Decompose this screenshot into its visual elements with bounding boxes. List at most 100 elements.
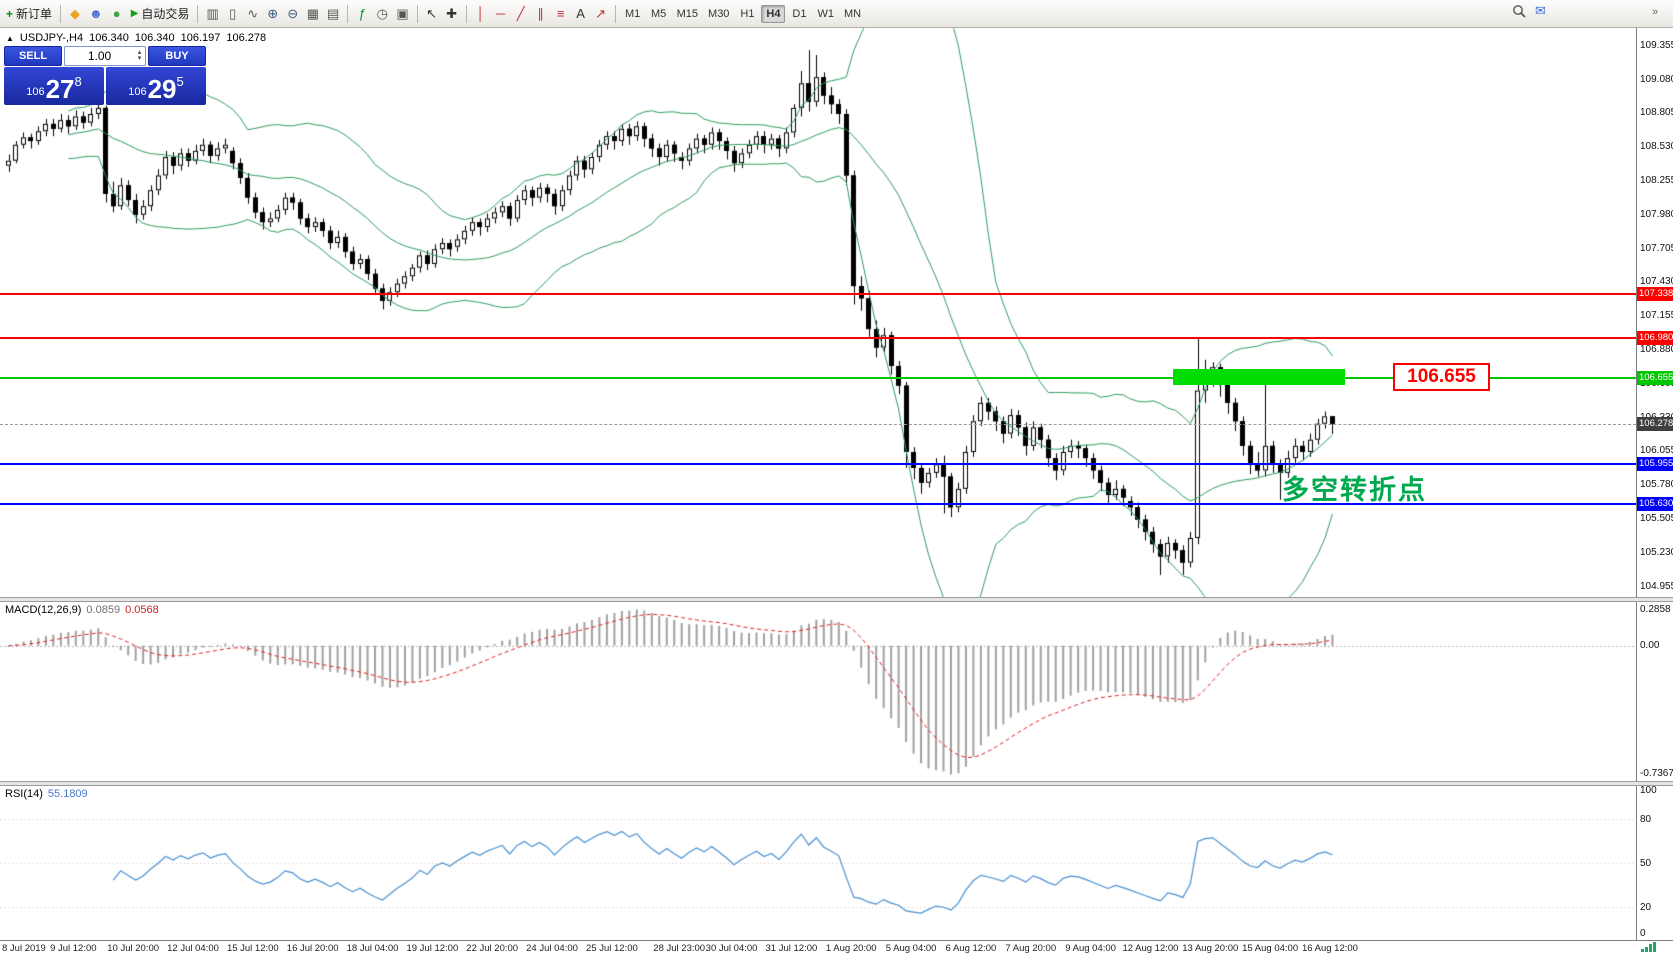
macd-signal-value: 0.0568	[125, 604, 159, 616]
volume-up-icon[interactable]: ▴	[137, 49, 142, 56]
horizontal-line-icon[interactable]: ─	[491, 3, 511, 25]
horizontal-line-106.655[interactable]	[0, 377, 1636, 379]
price-tag: 106.278	[1637, 416, 1673, 431]
axis-label: 80	[1640, 814, 1652, 826]
search-icon[interactable]	[1512, 4, 1527, 19]
timeframe-w1-button[interactable]: W1	[813, 5, 838, 23]
autotrading-button[interactable]: ▶ 自动交易	[127, 3, 194, 25]
price-tag: 106.655	[1637, 370, 1673, 385]
timeframe-m5-button[interactable]: M5	[647, 5, 671, 23]
sell-price-display[interactable]: 106 27 8	[4, 67, 104, 105]
price-axis[interactable]: 109.355 109.080 108.805 108.530 108.255 107.9…	[1636, 28, 1673, 954]
turning-point-annotation[interactable]: 多空转折点	[1282, 475, 1427, 505]
bar-chart-icon[interactable]: ▥	[202, 3, 222, 25]
zoom-out-icon[interactable]: ⊖	[283, 3, 303, 25]
axis-label: 108.805	[1640, 107, 1673, 119]
time-axis-label: 19 Jul 12:00	[406, 943, 459, 954]
sell-price-big: 27	[45, 74, 75, 104]
timeframe-h4-button[interactable]: H4	[761, 4, 786, 23]
cursor-icons-group: ↖ ✚	[422, 3, 462, 25]
trendline-icon[interactable]: ╱	[511, 3, 531, 25]
time-axis[interactable]: 8 Jul 2019 9 Jul 12:00 10 Jul 20:00 12 Jul …	[0, 940, 1673, 954]
time-axis-label: 12 Jul 04:00	[167, 943, 219, 954]
axis-label: 20	[1640, 901, 1652, 913]
indicators-icon[interactable]: ƒ	[352, 3, 372, 25]
ohlc-close: 106.278	[226, 32, 267, 44]
time-axis-label: 9 Aug 04:00	[1065, 943, 1116, 954]
timeframe-m30-button[interactable]: M30	[704, 5, 733, 23]
rsi-name: RSI(14)	[5, 788, 43, 800]
timeframe-m1-button[interactable]: M1	[621, 5, 645, 23]
line-chart-icon[interactable]: ∿	[243, 3, 263, 25]
axis-label: 107.430	[1640, 276, 1673, 288]
price-tag: 105.955	[1637, 456, 1673, 471]
one-click-trading-panel: SELL 1.00 ▴ ▾ BUY 106 27 8 106 29 5	[4, 46, 206, 105]
buy-price-display[interactable]: 106 29 5	[106, 67, 206, 105]
time-axis-label: 6 Aug 12:00	[945, 943, 997, 954]
time-axis-label: 18 Jul 04:00	[346, 943, 399, 954]
axis-label: 107.705	[1640, 242, 1673, 254]
mql5-chat-icon[interactable]: ✉	[1535, 3, 1546, 18]
macd-main-value: 0.0859	[86, 604, 121, 616]
new-order-button[interactable]: + 新订单	[2, 3, 56, 25]
toolbar-separator	[416, 4, 418, 23]
time-axis-label: 24 Jul 04:00	[526, 943, 578, 954]
timeframe-mn-button[interactable]: MN	[840, 5, 865, 23]
time-axis-label: 9 Jul 12:00	[50, 943, 97, 954]
horizontal-line-106.980[interactable]	[0, 337, 1636, 339]
price-tag: 107.338	[1637, 286, 1673, 301]
tile-windows-icon[interactable]: ▦	[303, 3, 323, 25]
supply-zone-rectangle[interactable]	[1172, 369, 1345, 385]
cascade-windows-icon[interactable]: ▤	[323, 3, 343, 25]
time-axis-label: 22 Jul 20:00	[466, 943, 519, 954]
axis-label: 100	[1640, 785, 1657, 796]
vertical-line-icon[interactable]: │	[471, 3, 491, 25]
zoom-in-icon[interactable]: ⊕	[263, 3, 283, 25]
price-tag: 106.980	[1637, 330, 1673, 345]
macd-name: MACD(12,26,9)	[5, 604, 82, 616]
volume-input[interactable]: 1.00 ▴ ▾	[64, 46, 146, 66]
axis-label: 108.255	[1640, 175, 1673, 186]
horizontal-line-105.630[interactable]	[0, 503, 1636, 505]
templates-icon[interactable]: ▣	[392, 3, 412, 25]
axis-label: 106.880	[1640, 343, 1673, 355]
timeframe-m15-button[interactable]: M15	[673, 5, 702, 23]
time-axis-label: 15 Aug 04:00	[1242, 943, 1299, 954]
horizontal-line-105.955[interactable]	[0, 463, 1636, 465]
fibonacci-icon[interactable]: ≡	[551, 3, 571, 25]
toolbar-overflow-icon[interactable]: »	[1652, 6, 1659, 18]
text-label-icon[interactable]: A	[571, 3, 591, 25]
chart-canvas[interactable]	[0, 0, 1636, 954]
buy-button[interactable]: BUY	[148, 46, 206, 66]
timeframe-h1-button[interactable]: H1	[735, 5, 759, 23]
timeframe-d1-button[interactable]: D1	[787, 5, 811, 23]
profiles-icon[interactable]: ☻	[85, 3, 107, 25]
arrow-objects-icon[interactable]: ↗	[591, 3, 611, 25]
alerts-icon[interactable]: ●	[107, 3, 127, 25]
sell-button[interactable]: SELL	[4, 46, 62, 66]
axis-label: 0	[1640, 928, 1646, 939]
time-axis-label: 13 Aug 20:00	[1182, 943, 1239, 954]
price-callout-box[interactable]: 106.655	[1393, 363, 1490, 391]
volume-value[interactable]: 1.00	[87, 49, 112, 63]
horizontal-line-107.338[interactable]	[0, 293, 1636, 295]
periods-icon[interactable]: ◷	[372, 3, 392, 25]
volume-down-icon[interactable]: ▾	[137, 55, 142, 62]
mql5-community-icon[interactable]: ◆	[65, 3, 85, 25]
candlestick-chart-icon[interactable]: ▯	[223, 3, 243, 25]
line-object-icons-group: │ ─ ╱ ∥ ≡ A ↗	[471, 3, 611, 25]
axis-label: 0.00	[1640, 639, 1660, 651]
bid-price-line	[0, 424, 1636, 425]
panel-separator[interactable]	[0, 781, 1673, 786]
channel-icon[interactable]: ∥	[531, 3, 551, 25]
panel-separator[interactable]	[0, 597, 1673, 602]
toolbar-separator	[197, 4, 199, 23]
crosshair-icon[interactable]: ✚	[442, 3, 462, 25]
ohlc-high: 106.340	[134, 32, 175, 44]
ohlc-low: 106.197	[180, 32, 221, 44]
time-axis-label: 28 Jul 23:00	[653, 943, 706, 954]
new-order-icon: +	[6, 6, 14, 21]
trade-panel-toggle-icon[interactable]: ▲	[6, 33, 14, 43]
cursor-icon[interactable]: ↖	[422, 3, 442, 25]
connection-status-icon	[1641, 942, 1656, 952]
